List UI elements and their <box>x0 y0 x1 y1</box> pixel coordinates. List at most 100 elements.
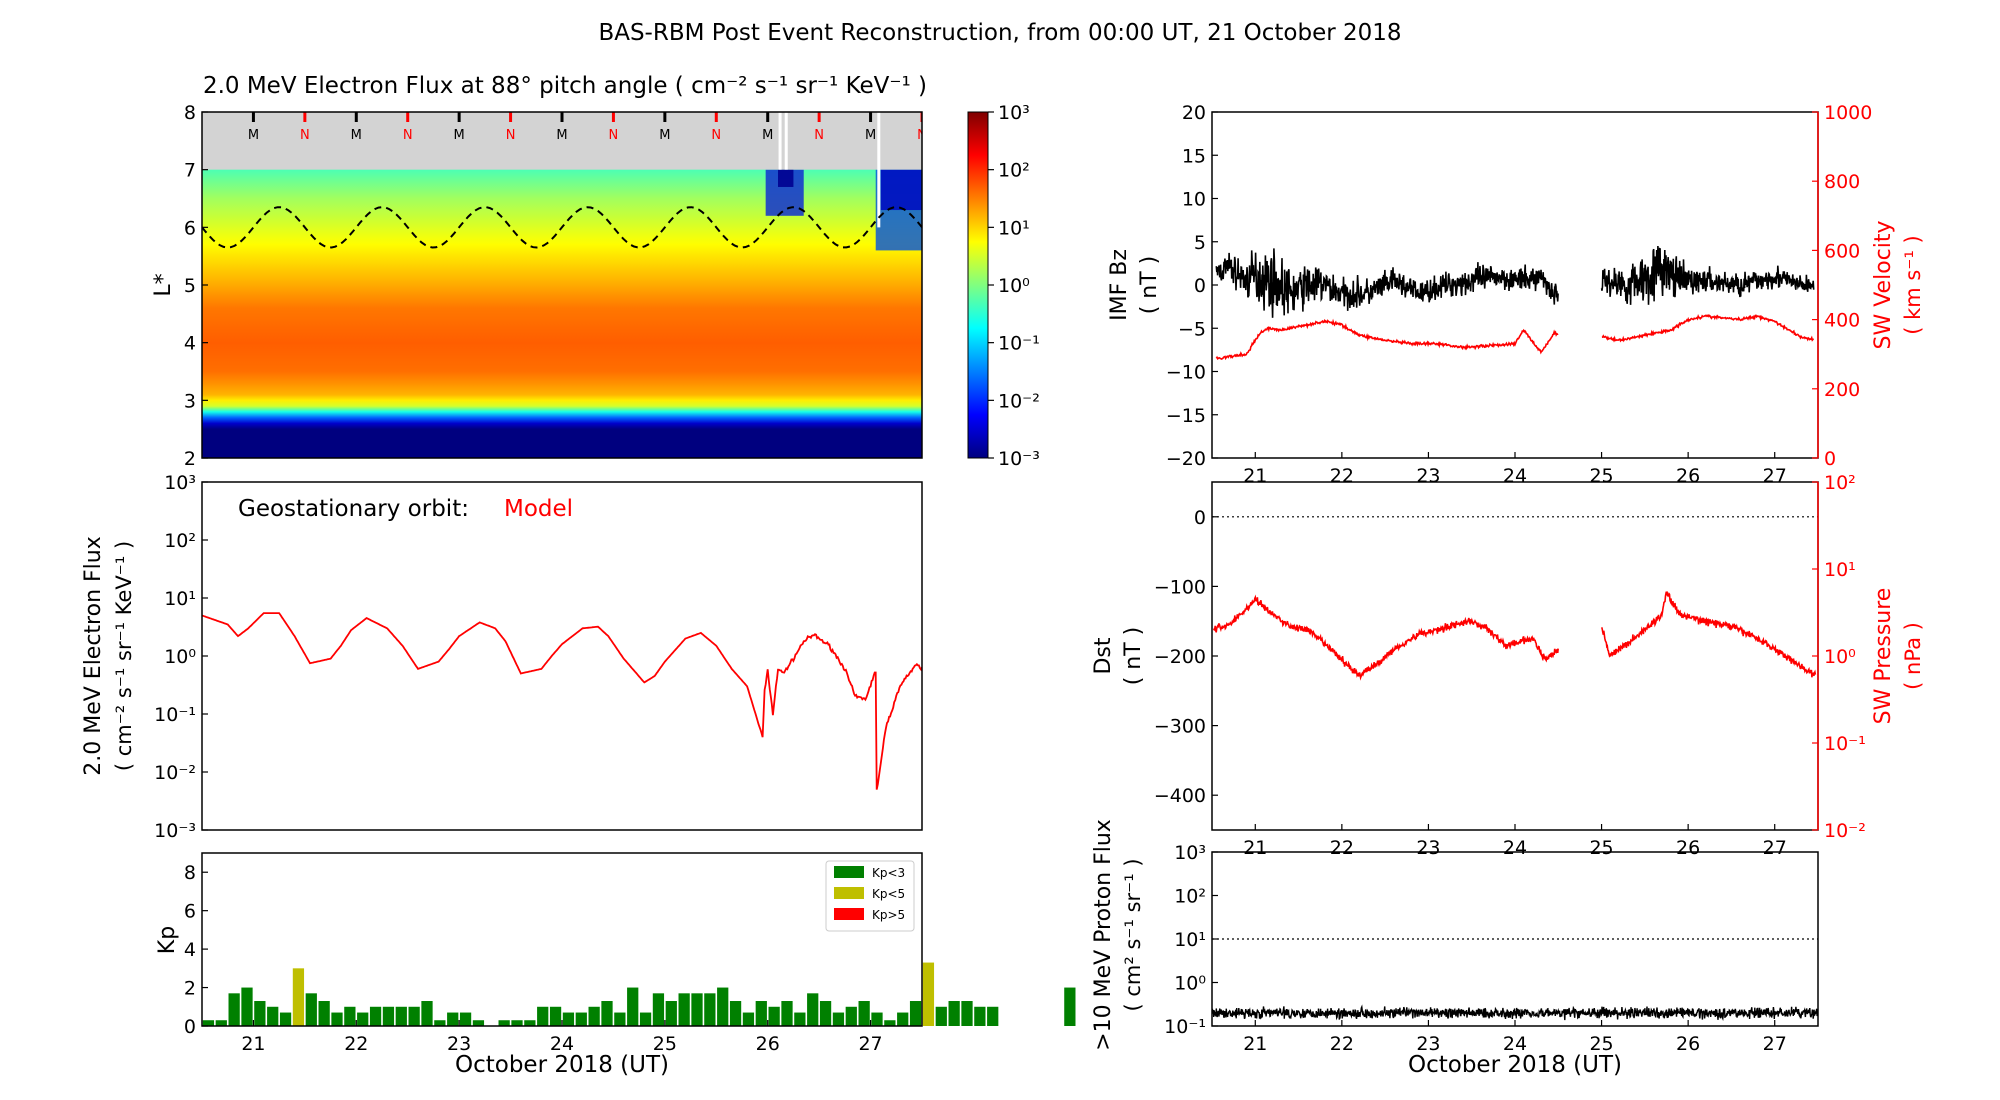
kp-bar <box>909 1001 922 1026</box>
y-tick-label-right: 10⁰ <box>1824 646 1856 668</box>
x-tick-label: 24 <box>1503 1033 1527 1055</box>
sw-velocity-line <box>1215 313 1815 361</box>
kp-bar <box>665 1001 677 1026</box>
y-tick-label-right: 800 <box>1824 171 1860 193</box>
x-tick-label: 27 <box>1763 465 1787 487</box>
kp-bar <box>395 1006 407 1026</box>
kp-bar <box>511 1020 523 1026</box>
kp-bar <box>652 993 665 1026</box>
orbit-marker-label: M <box>248 128 259 143</box>
y-tick-label: 6 <box>184 901 196 923</box>
y-tick-label: 6 <box>184 217 196 239</box>
geo-flux-annotation: Geostationary orbit: <box>238 496 469 522</box>
dst-ylabel-right: SW Pressure <box>1871 588 1896 725</box>
y-tick-label: 15 <box>1182 145 1206 167</box>
imf-bz-line <box>1215 245 1815 318</box>
flux-map-depletion <box>880 169 922 211</box>
imf-ylabel: IMF Bz <box>1107 249 1132 321</box>
x-tick-label: 24 <box>550 1033 574 1055</box>
kp-bar <box>639 1012 652 1026</box>
y-tick-label-right: 1000 <box>1824 102 1872 124</box>
dst-panel: −400 −300 −200 −100 0 10⁻² 10⁻¹ 10⁰ 10¹ 10² 21 22… <box>1091 472 1925 859</box>
colorbar-tick-label: 10² <box>998 160 1030 182</box>
y-tick-label: 10⁰ <box>1174 973 1206 995</box>
y-tick-label: 10 <box>1182 189 1206 211</box>
kp-bar <box>421 1001 433 1026</box>
dst-ylabel: Dst <box>1091 637 1116 674</box>
y-tick-label: 10¹ <box>1174 929 1206 951</box>
x-tick-label: 25 <box>1589 837 1613 859</box>
x-tick-label: 25 <box>1589 1033 1613 1055</box>
y-tick-label: 20 <box>1182 102 1206 124</box>
x-tick-label: 23 <box>1416 465 1440 487</box>
flux-map-depletion <box>778 169 794 187</box>
y-tick-label: 10³ <box>1174 842 1206 864</box>
proton-panel: 10⁻¹ 10⁰ 10¹ 10² 10³ 21 22 23 24 25 26 27 >10 MeV … <box>1091 819 1819 1078</box>
kp-bar <box>382 1006 395 1026</box>
x-tick-label: 21 <box>1243 837 1267 859</box>
kp-bar <box>228 993 240 1026</box>
proton-x-axis: 21 22 23 24 25 26 27 <box>1243 1020 1787 1055</box>
kp-bar <box>279 1012 292 1026</box>
y-tick-label: 0 <box>1194 507 1206 529</box>
imf-ylabel-unit: ( nT ) <box>1137 256 1162 315</box>
geo-flux-panel: 10⁻³ 10⁻² 10⁻¹ 10⁰ 10¹ 10² 10³ Geostationary o… <box>81 472 923 842</box>
imf-panel: −20 −15 −10 −5 0 5 10 15 20 0 200 400 600 800 1000 21… <box>1107 102 1925 487</box>
x-tick-label: 24 <box>1503 837 1527 859</box>
kp-bar <box>498 1020 510 1026</box>
x-tick-label: 23 <box>447 1033 471 1055</box>
kp-bar <box>318 1001 330 1026</box>
colorbar-tick-label: 10⁻¹ <box>998 333 1040 355</box>
colorbar-tick-label: 10⁰ <box>998 275 1030 297</box>
flux-map-ylabel: L* <box>151 273 176 296</box>
kp-bar <box>948 1001 960 1026</box>
kp-bar <box>1064 987 1076 1026</box>
x-tick-label: 21 <box>1243 465 1267 487</box>
colorbar-tick-label: 10⁻³ <box>998 448 1040 470</box>
colorbar-tick-label: 10⁻² <box>998 390 1040 412</box>
y-tick-label: −10 <box>1166 362 1206 384</box>
x-tick-label: 25 <box>1589 465 1613 487</box>
kp-xlabel: October 2018 (UT) <box>455 1052 669 1078</box>
kp-bar <box>254 1001 266 1026</box>
kp-y-axis: 0 2 4 6 8 <box>184 862 208 1038</box>
orbit-marker-label: N <box>917 128 927 143</box>
kp-ylabel: Kp <box>155 926 180 954</box>
x-tick-label: 26 <box>1676 465 1700 487</box>
x-tick-label: 22 <box>1330 837 1354 859</box>
y-tick-label: 5 <box>1194 232 1206 254</box>
y-tick-label: 8 <box>184 102 196 124</box>
geo-flux-ylabel-unit: ( cm⁻² s⁻¹ sr⁻¹ KeV⁻¹ ) <box>112 541 136 771</box>
sw-pressure-line <box>1212 591 1817 681</box>
y-tick-label: 10⁻² <box>154 762 196 784</box>
kp-bar <box>819 1001 832 1026</box>
kp-bar <box>691 993 703 1026</box>
kp-bar <box>858 1001 870 1026</box>
x-tick-label: 22 <box>1330 1033 1354 1055</box>
kp-bar <box>897 1012 909 1026</box>
y-tick-label: −100 <box>1154 576 1206 598</box>
kp-legend-label-low: Kp<3 <box>872 866 905 880</box>
y-tick-label: 5 <box>184 275 196 297</box>
kp-bar <box>845 1006 857 1026</box>
kp-legend-label-high: Kp>5 <box>872 908 905 922</box>
kp-bar <box>987 1006 999 1026</box>
kp-bar <box>961 1001 973 1026</box>
colorbar-ticks: 10⁻³ 10⁻² 10⁻¹ 10⁰ 10¹ 10² 10³ <box>988 102 1040 470</box>
kp-bar <box>871 1012 883 1026</box>
kp-bar <box>627 987 639 1026</box>
imf-y-axis-right: 0 200 400 600 800 1000 <box>1812 102 1872 470</box>
orbit-marker-label: N <box>711 128 721 143</box>
y-tick-label: 10⁻³ <box>154 820 196 842</box>
y-tick-label: −20 <box>1166 448 1206 470</box>
y-tick-label-right: 10⁻¹ <box>1824 733 1866 755</box>
y-tick-label: 10² <box>1174 886 1206 908</box>
kp-legend-swatch-low <box>834 866 864 878</box>
kp-bar <box>357 1012 369 1026</box>
flux-map-title: 2.0 MeV Electron Flux at 88° pitch angle… <box>203 73 927 99</box>
imf-y-axis: −20 −15 −10 −5 0 5 10 15 20 <box>1166 102 1218 470</box>
kp-legend-swatch-high <box>834 908 864 920</box>
